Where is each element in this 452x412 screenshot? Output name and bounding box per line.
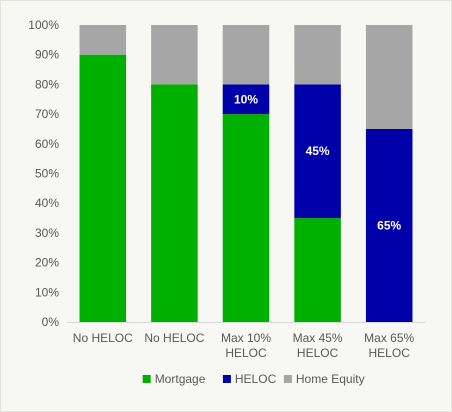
legend-swatch [222,375,231,383]
category-label: No HELOC [144,331,204,345]
category-labels: No HELOC No HELOC Max 10% HELOC Max 45% HELOC… [73,331,415,360]
category-label: Max 10% HELOC [221,331,271,360]
data-label: 10% [234,92,258,106]
data-label: 45% [306,144,330,158]
data-label: 65% [377,218,401,232]
bar-segment-heloc [294,84,341,219]
bar-segment-home-equity [294,25,341,85]
bar-segment-mortgage [294,218,341,322]
y-tick-label: 10% [35,285,59,299]
y-tick-label: 100% [28,18,59,32]
bars [79,25,413,323]
category-label: Max 65% HELOC [364,331,414,360]
y-tick-label: 70% [35,107,59,121]
bar-segment-mortgage [222,114,270,322]
bar-segment-heloc [365,128,413,322]
legend-label: Home Equity [296,372,365,386]
bar-segment-home-equity [365,25,413,129]
category-label: Max 45% HELOC [293,331,343,360]
y-tick-label: 20% [35,256,59,270]
bar-segment-home-equity [222,25,270,85]
y-tick-label: 60% [35,137,59,151]
legend: Mortgage HELOC Home Equity [142,372,365,386]
y-tick-label: 30% [35,226,59,240]
bar-segment-home-equity [151,25,198,85]
legend-swatch [283,375,292,383]
bar-segment-heloc [222,84,270,115]
y-tick-label: 80% [35,77,59,91]
bar-segment-mortgage [151,84,198,323]
data-labels: 10% 45% 65% [234,92,402,232]
y-tick-label: 0% [42,315,60,329]
y-tick-label: 40% [35,196,59,210]
category-label: No HELOC [73,331,133,345]
legend-label: Mortgage [155,372,206,386]
y-axis-ticks: 0% 10% 20% 30% 40% 50% 60% 70% 80% 90% 100% [28,18,59,329]
bar-segment-mortgage [79,54,127,322]
bar-segment-home-equity [79,25,127,55]
y-tick-label: 90% [35,48,59,62]
y-tick-label: 50% [35,167,59,181]
legend-swatch [142,375,151,383]
legend-label: HELOC [235,372,277,386]
